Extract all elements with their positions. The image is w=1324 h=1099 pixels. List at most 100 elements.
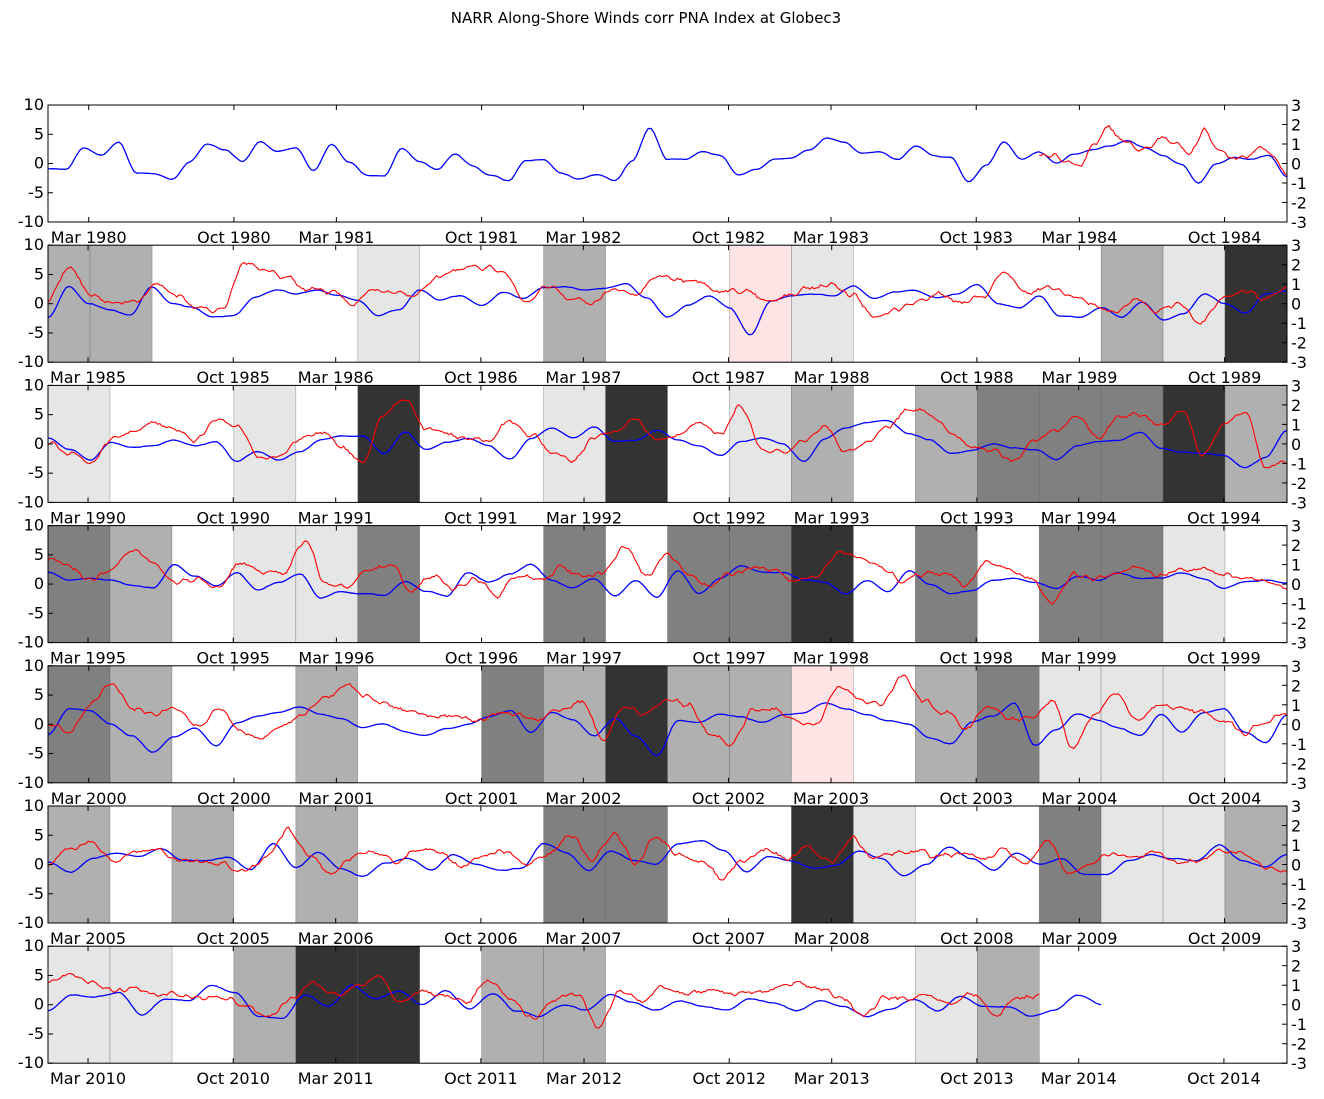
season-shade: [605, 665, 668, 784]
season-shade: [543, 385, 606, 503]
left-tick-label: 10: [24, 796, 44, 815]
x-tick-label: Mar 1992: [546, 508, 622, 527]
x-tick-label: Oct 2007: [692, 929, 765, 948]
x-tick-label: Mar 2007: [545, 929, 621, 948]
x-tick-label: Oct 2008: [940, 929, 1013, 948]
right-tick-label: -2: [1291, 474, 1307, 493]
left-tick-label: 5: [34, 965, 44, 984]
red-series-line: [47, 674, 1288, 750]
left-tick-label: 0: [34, 995, 44, 1014]
red-series-line: [47, 972, 1040, 1029]
right-tick-label: 2: [1291, 676, 1301, 695]
season-shade: [976, 665, 1040, 784]
left-tick-label: 5: [34, 264, 44, 283]
right-tick-label: 1: [1291, 135, 1301, 154]
x-tick-label: Oct 1998: [939, 649, 1012, 668]
x-tick-label: Oct 1993: [940, 508, 1013, 527]
right-tick-label: 0: [1291, 856, 1301, 875]
x-tick-label: Mar 2009: [1041, 929, 1117, 948]
x-tick-label: Oct 2005: [196, 929, 269, 948]
left-tick-label: 0: [34, 434, 44, 453]
left-tick-label: 0: [34, 154, 44, 173]
right-tick-label: -3: [1291, 914, 1307, 933]
right-tick-label: -1: [1291, 1015, 1307, 1034]
x-tick-label: Mar 2014: [1041, 1069, 1117, 1088]
left-tick-label: 0: [34, 855, 44, 874]
blue-series-line: [47, 702, 1288, 757]
right-tick-label: -3: [1291, 634, 1307, 653]
x-tick-label: Oct 1996: [445, 649, 518, 668]
season-shade: [1224, 385, 1288, 503]
right-tick-label: 1: [1291, 556, 1301, 575]
right-tick-label: -3: [1291, 353, 1307, 372]
x-tick-label: Mar 1981: [298, 228, 374, 247]
x-tick-label: Mar 1995: [50, 649, 126, 668]
x-tick-label: Mar 2000: [51, 789, 127, 808]
blue-series-line: [47, 282, 1288, 336]
x-tick-label: Oct 1999: [1187, 649, 1260, 668]
left-tick-label: 5: [34, 405, 44, 424]
red-series-line: [1039, 124, 1288, 176]
x-tick-label: Mar 1999: [1041, 649, 1117, 668]
x-tick-label: Oct 1990: [196, 508, 269, 527]
right-tick-label: -3: [1291, 493, 1307, 512]
season-shade: [976, 385, 1040, 503]
x-tick-label: Mar 1983: [793, 228, 869, 247]
left-tick-label: 0: [34, 574, 44, 593]
right-tick-label: 0: [1291, 996, 1301, 1015]
right-tick-label: 1: [1291, 415, 1301, 434]
season-shade: [976, 945, 1040, 1064]
x-tick-label: Mar 1998: [793, 649, 869, 668]
x-tick-label: Oct 1995: [196, 649, 269, 668]
right-tick-label: 3: [1291, 797, 1301, 816]
right-tick-label: 0: [1291, 435, 1301, 454]
season-shade: [543, 805, 606, 924]
right-tick-label: 3: [1291, 657, 1301, 676]
x-tick-label: Oct 1991: [444, 508, 517, 527]
right-tick-label: 2: [1291, 817, 1301, 836]
left-tick-label: -10: [18, 1053, 44, 1072]
left-tick-label: -5: [28, 323, 44, 342]
right-tick-label: -1: [1291, 875, 1307, 894]
season-shade: [109, 945, 173, 1064]
x-tick-label: Mar 2002: [545, 789, 621, 808]
season-shade: [47, 244, 91, 363]
right-tick-label: -3: [1291, 213, 1307, 232]
left-tick-label: 10: [24, 936, 44, 955]
left-tick-label: 5: [34, 685, 44, 704]
left-tick-label: 5: [34, 545, 44, 564]
x-tick-label: Mar 1996: [298, 649, 374, 668]
blue-series-line: [48, 127, 1288, 184]
season-shade: [543, 665, 606, 784]
season-shade: [295, 805, 358, 924]
season-shade: [791, 244, 854, 363]
x-tick-label: Mar 1982: [545, 228, 621, 247]
left-tick-label: -5: [28, 744, 44, 763]
x-tick-label: Mar 1989: [1041, 368, 1117, 387]
left-tick-label: -10: [18, 773, 44, 792]
right-tick-label: 2: [1291, 396, 1301, 415]
season-shade: [1100, 244, 1164, 363]
x-tick-label: Mar 2008: [794, 929, 870, 948]
season-shade: [914, 945, 978, 1064]
right-tick-label: 0: [1291, 715, 1301, 734]
right-tick-label: -2: [1291, 614, 1307, 633]
season-shade: [481, 665, 544, 784]
right-tick-label: 1: [1291, 836, 1301, 855]
season-shade: [171, 805, 235, 924]
season-shade: [729, 665, 792, 784]
x-tick-label: Oct 1984: [1188, 228, 1261, 247]
left-tick-label: -5: [28, 603, 44, 622]
right-tick-label: -1: [1291, 174, 1307, 193]
x-tick-label: Oct 2003: [939, 789, 1012, 808]
x-tick-label: Mar 1985: [50, 368, 126, 387]
right-tick-label: -2: [1291, 1035, 1307, 1054]
left-tick-label: -10: [18, 633, 44, 652]
season-shade: [853, 805, 916, 924]
x-tick-label: Mar 2013: [794, 1069, 870, 1088]
right-tick-label: 0: [1291, 155, 1301, 174]
